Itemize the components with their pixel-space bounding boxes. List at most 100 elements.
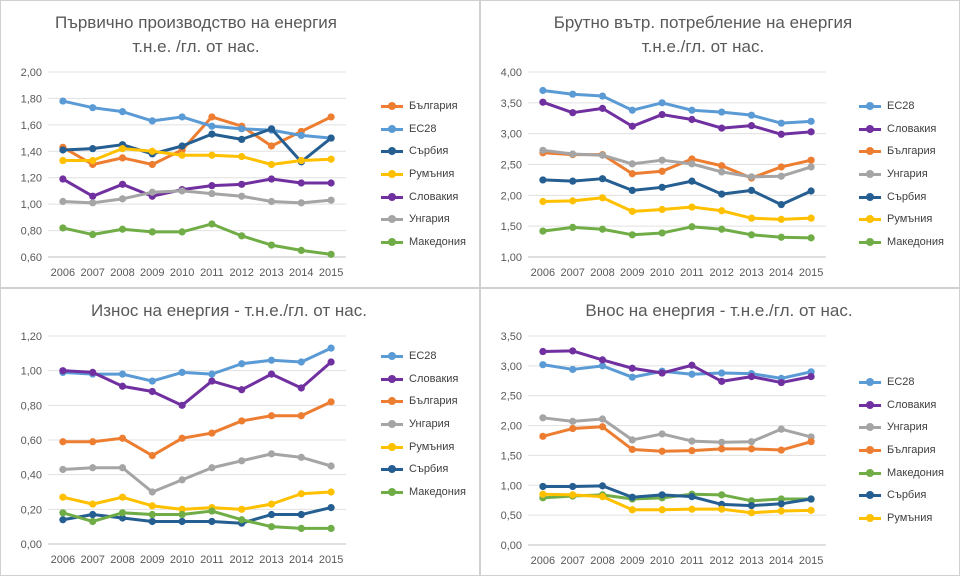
data-point — [747, 501, 756, 510]
data-point — [688, 370, 696, 378]
data-point — [628, 231, 636, 239]
series-line — [541, 196, 813, 221]
data-point — [148, 510, 156, 519]
legend-item: България — [381, 390, 466, 413]
data-point — [539, 146, 547, 154]
data-point — [777, 500, 785, 508]
data-point — [297, 490, 305, 498]
data-point — [89, 438, 97, 446]
data-point — [747, 438, 756, 446]
data-point — [747, 122, 756, 130]
data-point — [267, 142, 276, 150]
data-point — [628, 160, 636, 168]
x-tick-label: 2008 — [590, 555, 614, 567]
data-point — [267, 125, 276, 133]
data-point — [178, 113, 186, 121]
legend-label: Македония — [887, 235, 944, 248]
data-point — [208, 429, 216, 437]
data-point — [569, 177, 577, 185]
data-point — [178, 434, 186, 442]
legend-marker — [859, 169, 881, 179]
data-point — [327, 358, 335, 366]
data-point — [628, 122, 636, 130]
data-point — [688, 505, 696, 513]
legend-label: ЕС28 — [409, 350, 437, 363]
data-point — [628, 106, 636, 114]
x-tick-label: 2006 — [51, 267, 75, 279]
data-point — [688, 203, 696, 211]
data-point — [178, 476, 186, 484]
data-point — [148, 452, 156, 460]
data-point — [807, 373, 815, 381]
data-point — [148, 160, 156, 169]
data-point — [688, 115, 696, 124]
legend-marker — [859, 513, 881, 523]
data-point — [747, 509, 756, 517]
data-point — [658, 491, 666, 499]
data-point — [539, 197, 547, 206]
chart-panel-energy-export: Износ на енергия - т.н.е./гл. от нас. 0,… — [0, 288, 480, 576]
data-point — [777, 163, 785, 171]
legend-label: ЕС28 — [409, 122, 437, 135]
data-point — [747, 173, 756, 181]
data-point — [539, 98, 547, 106]
legend-marker — [381, 192, 403, 202]
series-line — [61, 222, 333, 256]
data-point — [628, 445, 636, 454]
x-tick-label: 2012 — [229, 554, 253, 566]
x-tick-label: 2014 — [769, 267, 793, 279]
data-point — [658, 205, 666, 214]
data-point — [747, 445, 756, 453]
legend-label: Македония — [887, 466, 944, 479]
data-point — [718, 168, 726, 176]
legend-label: ЕС28 — [887, 376, 915, 389]
data-point — [327, 196, 335, 204]
data-point — [59, 509, 67, 517]
data-point — [658, 99, 666, 107]
y-tick-label: 1,50 — [501, 450, 522, 462]
legend-item: ЕС28 — [859, 95, 944, 118]
data-point — [297, 384, 305, 392]
data-point — [628, 436, 636, 444]
series-line — [541, 363, 813, 380]
data-point — [178, 228, 186, 236]
data-point — [777, 233, 785, 241]
legend-label: България — [887, 444, 936, 457]
data-point — [118, 464, 127, 472]
chart-legend: ЕС28 Словакия България Унгария Румъния Сърбия… — [381, 345, 466, 503]
series-line — [61, 400, 333, 458]
data-point — [208, 189, 216, 198]
legend-marker — [381, 351, 403, 361]
data-point — [118, 195, 127, 203]
legend-label: България — [409, 395, 458, 408]
series-line — [61, 177, 333, 198]
data-point — [718, 190, 726, 198]
legend-item: ЕС28 — [381, 345, 466, 368]
data-point — [598, 423, 607, 431]
data-point — [148, 488, 156, 496]
x-tick-label: 2012 — [229, 267, 253, 279]
data-point — [238, 417, 246, 425]
data-point — [118, 514, 127, 522]
legend-item: Словакия — [381, 185, 466, 208]
y-tick-label: 2,00 — [501, 190, 522, 202]
data-point — [718, 369, 726, 377]
data-point — [59, 493, 67, 501]
legend-label: България — [409, 100, 458, 113]
legend-marker — [859, 422, 881, 432]
x-tick-label: 2013 — [259, 267, 283, 279]
legend-marker — [859, 400, 881, 410]
data-point — [539, 86, 547, 95]
legend-item: Румъния — [381, 435, 466, 458]
y-tick-label: 3,00 — [501, 361, 522, 373]
data-point — [688, 155, 696, 163]
data-point — [297, 510, 305, 519]
series-line — [61, 189, 333, 205]
data-point — [89, 368, 97, 376]
y-tick-label: 3,50 — [501, 331, 522, 343]
data-point — [658, 167, 666, 175]
x-tick-label: 2015 — [799, 267, 823, 279]
legend-item: Сърбия — [859, 185, 944, 208]
data-point — [628, 493, 636, 501]
data-point — [297, 156, 305, 165]
